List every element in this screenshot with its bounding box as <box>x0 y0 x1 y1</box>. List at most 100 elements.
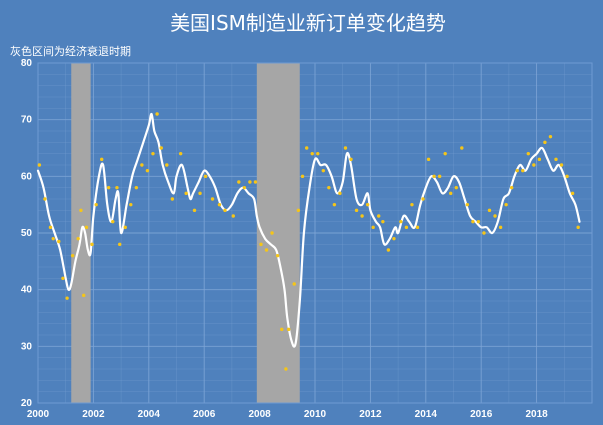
data-point <box>253 180 258 184</box>
data-point <box>70 253 75 258</box>
data-point <box>248 180 252 184</box>
data-point <box>275 253 280 258</box>
y-tick-label: 20 <box>21 398 33 409</box>
y-tick-label: 80 <box>21 58 33 69</box>
data-point <box>90 242 94 247</box>
data-point <box>316 151 320 156</box>
data-point <box>559 163 564 167</box>
y-tick-label: 50 <box>21 228 33 239</box>
data-point <box>65 296 69 300</box>
data-point <box>123 225 127 230</box>
data-point <box>521 168 525 173</box>
data-point <box>526 151 530 156</box>
data-point <box>426 157 431 162</box>
data-point <box>509 185 514 190</box>
data-point <box>532 163 536 167</box>
data-point <box>498 225 503 230</box>
series-points <box>37 112 580 371</box>
x-axis-ticks: 2000 2002 2004 2006 2008 2010 2012 2014 2016 2018 <box>27 409 548 420</box>
data-point <box>449 191 453 196</box>
data-point <box>471 219 475 224</box>
data-point <box>284 367 288 371</box>
x-tick-label: 2008 <box>248 409 271 420</box>
data-point <box>327 185 331 190</box>
data-point <box>304 146 309 150</box>
data-point <box>543 140 547 145</box>
data-point <box>454 185 458 190</box>
data-point <box>165 163 169 167</box>
data-point <box>381 219 385 224</box>
data-point <box>460 146 464 150</box>
data-point <box>48 225 53 230</box>
data-point <box>106 185 111 190</box>
data-point <box>79 208 83 213</box>
data-point <box>349 157 353 162</box>
data-point <box>296 208 301 213</box>
chart-subtitle: 灰色区间为经济衰退时期 <box>10 44 131 58</box>
data-point <box>145 168 150 173</box>
data-point <box>343 146 348 150</box>
data-point <box>151 151 155 156</box>
x-tick-label: 2012 <box>359 409 382 420</box>
data-point <box>570 191 575 196</box>
recession-band <box>256 63 300 403</box>
data-point <box>360 214 364 218</box>
data-point <box>338 191 342 196</box>
data-point <box>421 197 425 201</box>
data-point <box>537 157 542 162</box>
data-point <box>476 219 481 224</box>
data-point <box>392 236 396 241</box>
plot-area <box>37 62 593 404</box>
data-point <box>410 202 414 207</box>
data-point <box>482 231 486 235</box>
series-line <box>36 112 581 348</box>
data-point <box>576 225 580 230</box>
data-point <box>115 185 119 190</box>
data-point <box>565 174 569 179</box>
data-point <box>443 151 447 156</box>
data-point <box>270 231 274 235</box>
data-point <box>292 282 296 286</box>
data-point <box>84 225 89 230</box>
data-point <box>365 202 370 207</box>
data-point <box>129 202 133 207</box>
data-point <box>94 202 98 207</box>
data-point <box>118 242 122 247</box>
x-tick-label: 2000 <box>27 409 50 420</box>
data-point <box>82 293 86 298</box>
data-point <box>515 168 519 173</box>
data-point <box>404 225 409 230</box>
data-point <box>57 239 61 244</box>
chart-title: 美国ISM制造业新订单变化趋势 <box>170 11 446 35</box>
trend-line <box>36 112 581 348</box>
data-point <box>217 202 222 207</box>
data-point <box>198 191 202 196</box>
x-tick-label: 2018 <box>525 409 548 420</box>
data-point <box>134 185 139 190</box>
data-point <box>178 151 183 156</box>
x-tick-label: 2010 <box>304 409 327 420</box>
data-point <box>332 202 337 207</box>
data-point <box>210 197 215 201</box>
data-point <box>170 197 175 201</box>
data-point <box>371 225 375 230</box>
y-axis-ticks: 20 30 40 50 60 70 80 <box>21 58 33 409</box>
data-point <box>203 174 208 179</box>
y-tick-label: 70 <box>21 115 33 126</box>
data-point <box>377 214 381 218</box>
data-point <box>242 185 247 190</box>
data-point <box>223 208 227 213</box>
data-point <box>487 208 492 213</box>
data-point <box>111 219 115 224</box>
data-point <box>432 174 436 179</box>
x-tick-label: 2014 <box>415 409 438 420</box>
data-point <box>159 146 163 150</box>
data-point <box>155 112 159 116</box>
y-tick-label: 40 <box>21 285 33 296</box>
y-tick-label: 30 <box>21 341 33 352</box>
data-point <box>231 214 235 218</box>
data-point <box>51 236 55 241</box>
data-point <box>415 225 420 230</box>
data-point <box>310 151 314 156</box>
